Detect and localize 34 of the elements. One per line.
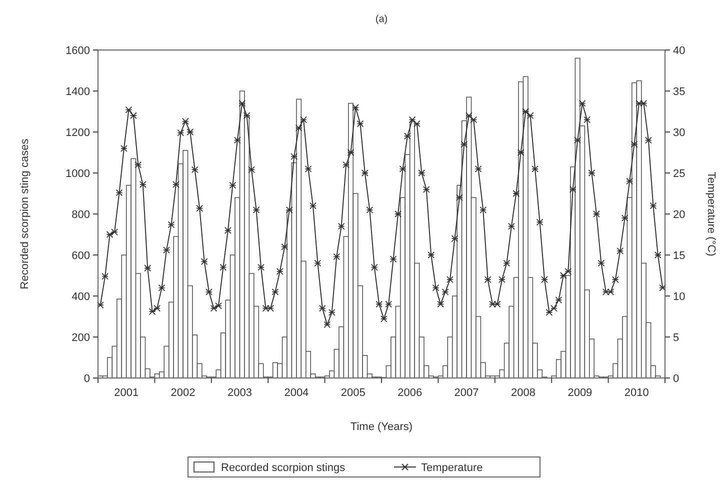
y-tick-label: 1200 bbox=[66, 126, 90, 139]
y2-tick-label: 20 bbox=[673, 208, 686, 221]
y2-tick-label: 35 bbox=[673, 86, 686, 98]
y2-axis-title: Temperature (°C) bbox=[705, 172, 717, 256]
y2-tick-label: 15 bbox=[673, 250, 686, 262]
y2-tick-label: 40 bbox=[673, 44, 686, 57]
x-tick-label: 2010 bbox=[624, 387, 649, 399]
chart-title: (a) bbox=[375, 14, 388, 25]
x-tick-label: 2003 bbox=[228, 387, 252, 399]
x-tick-label: 2001 bbox=[114, 387, 139, 399]
y2-tick-label: 0 bbox=[673, 372, 680, 385]
y-tick-label: 1000 bbox=[66, 168, 90, 180]
legend-label: Recorded scorpion stings bbox=[221, 462, 346, 474]
legend-label: Temperature bbox=[421, 462, 483, 474]
y-tick-label: 200 bbox=[72, 332, 90, 344]
y-tick-label: 1600 bbox=[66, 44, 90, 57]
x-tick-label: 2007 bbox=[454, 387, 479, 399]
x-tick-label: 2002 bbox=[170, 387, 196, 399]
x-tick-label: 2004 bbox=[284, 387, 309, 399]
x-tick-label: 2009 bbox=[568, 387, 592, 399]
y-tick-label: 600 bbox=[72, 250, 90, 262]
x-tick-label: 2005 bbox=[340, 387, 366, 399]
y-tick-label: 800 bbox=[72, 208, 90, 221]
y-tick-label: 400 bbox=[72, 290, 90, 303]
y2-tick-label: 25 bbox=[673, 168, 686, 180]
x-tick-label: 2008 bbox=[511, 387, 536, 399]
y2-tick-label: 5 bbox=[673, 332, 680, 344]
y-tick-label: 0 bbox=[84, 372, 90, 385]
x-tick-label: 2006 bbox=[398, 387, 422, 399]
y-tick-label: 1400 bbox=[66, 86, 90, 98]
x-axis-title: Time (Years) bbox=[350, 421, 413, 433]
y2-tick-label: 30 bbox=[673, 126, 686, 139]
y2-tick-label: 10 bbox=[673, 290, 686, 303]
y-axis-title: Recorded scorpion sting cases bbox=[19, 138, 31, 290]
